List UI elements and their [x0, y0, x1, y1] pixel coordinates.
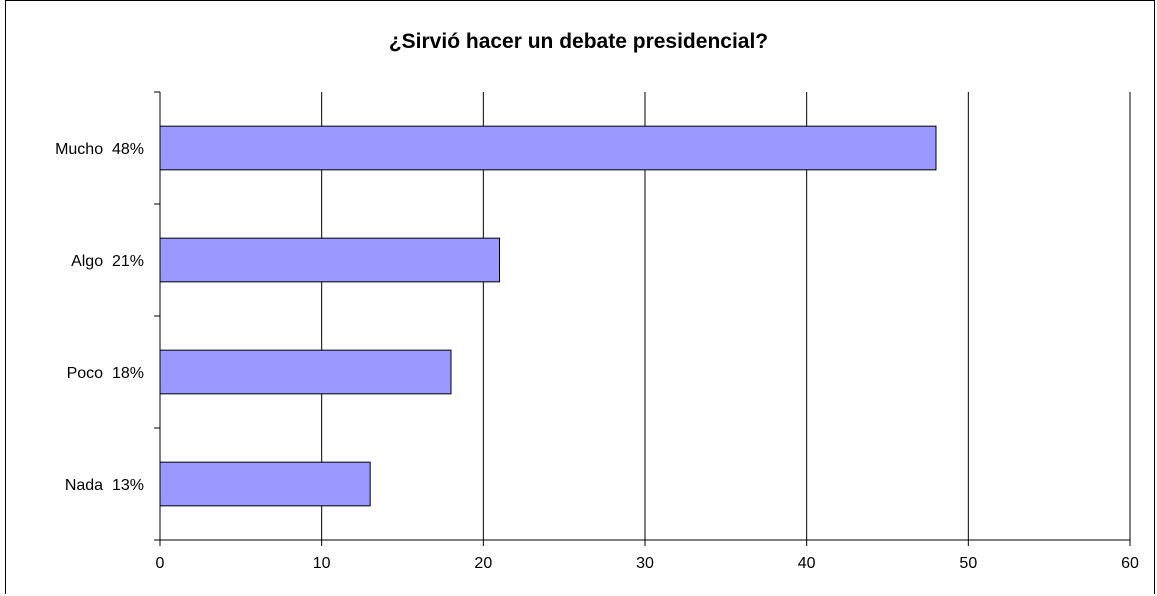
tick-label-x-0: 0: [156, 555, 165, 572]
labels: 0 10 20 30 40 50 60 Mucho 48% Algo 21% Poco 18% Na…: [55, 141, 1139, 572]
category-label-3: Nada 13%: [65, 477, 144, 494]
bar-0: [159, 125, 937, 171]
tick-label-x-10: 10: [313, 555, 331, 572]
category-label-0: Mucho 48%: [55, 141, 144, 158]
bars: [159, 125, 937, 507]
tick-label-x-60: 60: [1121, 555, 1139, 572]
tick-label-x-30: 30: [636, 555, 654, 572]
bar-3: [159, 461, 371, 507]
tick-label-x-50: 50: [959, 555, 977, 572]
bar-1: [159, 237, 500, 283]
category-label-2: Poco 18%: [67, 365, 144, 382]
bar-2: [159, 349, 452, 395]
tick-label-x-40: 40: [798, 555, 816, 572]
axes: [154, 91, 1131, 546]
category-label-1: Algo 21%: [71, 253, 144, 270]
chart-title: ¿Sirvió hacer un debate presidencial?: [388, 30, 769, 53]
tick-label-x-20: 20: [474, 555, 492, 572]
